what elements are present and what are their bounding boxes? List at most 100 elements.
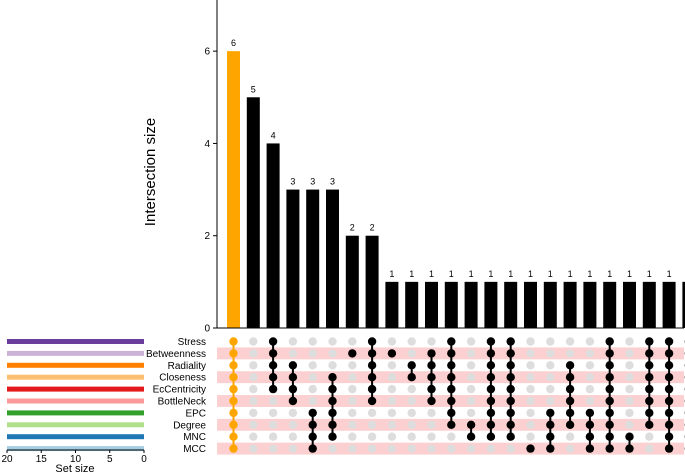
intersection-bar-label: 1 <box>587 269 592 279</box>
matrix-dot-active <box>546 408 555 418</box>
matrix-dot-active <box>288 361 298 370</box>
matrix-dot-active <box>546 420 555 429</box>
matrix-dot-active <box>605 384 614 394</box>
matrix-dot-inactive <box>348 337 357 346</box>
matrix-dot-inactive <box>288 349 298 358</box>
matrix-dot-inactive <box>625 337 634 346</box>
matrix-dot-inactive <box>328 349 337 358</box>
matrix-dot-inactive <box>288 432 298 441</box>
matrix-dot-active <box>645 420 654 429</box>
set-size-bar <box>7 386 144 392</box>
matrix-dot-active <box>486 349 496 358</box>
matrix-dot-active <box>229 361 238 370</box>
matrix-dot-active <box>229 349 238 358</box>
intersection-bar-label: 1 <box>667 269 672 279</box>
set-size-tick-label: 15 <box>36 454 48 465</box>
matrix-dot-active <box>288 384 298 394</box>
matrix-dot-active <box>268 384 278 394</box>
matrix-dot-inactive <box>466 444 476 453</box>
matrix-dot-active <box>486 432 496 441</box>
matrix-dot-inactive <box>585 361 595 370</box>
matrix-dot-active <box>506 373 515 382</box>
matrix-dot-inactive <box>328 361 337 370</box>
set-label: Closeness <box>159 373 206 384</box>
intersection-bar-label: 4 <box>271 130 276 140</box>
matrix-dot-active <box>664 361 674 370</box>
matrix-dot-inactive <box>268 396 278 406</box>
matrix-dot-active <box>427 349 436 358</box>
matrix-dot-inactive <box>348 420 357 429</box>
matrix-dot-inactive <box>407 349 416 358</box>
matrix-dot-inactive <box>526 432 535 441</box>
matrix-dot-inactive <box>387 408 397 418</box>
matrix-dot-active <box>447 337 456 346</box>
matrix-dot-inactive <box>268 444 278 453</box>
matrix-dot-inactive <box>625 408 634 418</box>
intersection-bar-label: 3 <box>290 177 295 187</box>
matrix-dot-active <box>407 373 416 382</box>
matrix-dot-inactive <box>288 444 298 453</box>
matrix-dot-active <box>565 420 575 429</box>
matrix-dot-inactive <box>407 420 416 429</box>
intersection-bar-label: 3 <box>310 177 315 187</box>
matrix-dot-inactive <box>387 384 397 394</box>
matrix-dot-active <box>308 444 317 453</box>
matrix-dot-inactive <box>407 408 416 418</box>
matrix-dot-active <box>486 337 496 346</box>
matrix-dot-inactive <box>407 384 416 394</box>
intersection-bar-label: 2 <box>370 223 375 233</box>
intersection-bar <box>405 281 419 328</box>
matrix-dot-active <box>308 408 317 418</box>
matrix-dot-active <box>645 373 654 382</box>
matrix-dot-active <box>447 384 456 394</box>
intersection-bar-label: 1 <box>568 269 573 279</box>
intersection-bar-label: 1 <box>389 269 394 279</box>
matrix-dot-inactive <box>526 396 535 406</box>
matrix-dot-active <box>605 349 614 358</box>
matrix-dot-inactive <box>328 337 337 346</box>
matrix-dot-inactive <box>348 396 357 406</box>
intersection-bar <box>563 281 577 328</box>
matrix-dot-inactive <box>625 373 634 382</box>
intersection-bar <box>662 281 676 328</box>
intersection-bar <box>682 281 685 328</box>
matrix-dot-inactive <box>387 361 397 370</box>
matrix-dot-active <box>328 432 337 441</box>
matrix-dot-active <box>229 337 238 346</box>
matrix-dot-active <box>506 349 515 358</box>
intersection-bar <box>306 189 320 328</box>
intersection-bar <box>543 281 557 328</box>
set-size-bar <box>7 434 144 440</box>
matrix-dot-active <box>427 361 436 370</box>
y-tick-label: 4 <box>204 139 210 150</box>
matrix-dot-active <box>466 420 476 429</box>
matrix-dot-inactive <box>447 444 456 453</box>
matrix-dot-inactive <box>526 384 535 394</box>
intersection-bar-label: 2 <box>350 223 355 233</box>
intersection-bar-label: 1 <box>508 269 513 279</box>
matrix-dot-active <box>664 337 674 346</box>
matrix-dot-active <box>367 373 377 382</box>
intersection-bar <box>583 281 597 328</box>
matrix-dot-active <box>229 373 238 382</box>
matrix-dot-active <box>229 420 238 429</box>
matrix-dot-active <box>605 408 614 418</box>
set-label: EcCentricity <box>153 385 206 396</box>
intersection-bar <box>484 281 498 328</box>
matrix-dot-inactive <box>249 349 258 358</box>
matrix-dot-active <box>506 384 515 394</box>
matrix-dot-active <box>506 420 515 429</box>
matrix-dot-active <box>506 361 515 370</box>
matrix-dot-inactive <box>565 432 575 441</box>
matrix-dot-active <box>348 349 357 358</box>
matrix-dot-inactive <box>249 432 258 441</box>
matrix-dot-inactive <box>565 349 575 358</box>
matrix-dot-active <box>664 349 674 358</box>
matrix-dot-active <box>447 373 456 382</box>
matrix-dot-active <box>387 349 397 358</box>
intersection-bar <box>385 281 399 328</box>
matrix-dot-active <box>427 373 436 382</box>
set-size-bar <box>7 410 144 416</box>
matrix-dot-active <box>229 408 238 418</box>
y-tick-label: 6 <box>204 47 210 58</box>
